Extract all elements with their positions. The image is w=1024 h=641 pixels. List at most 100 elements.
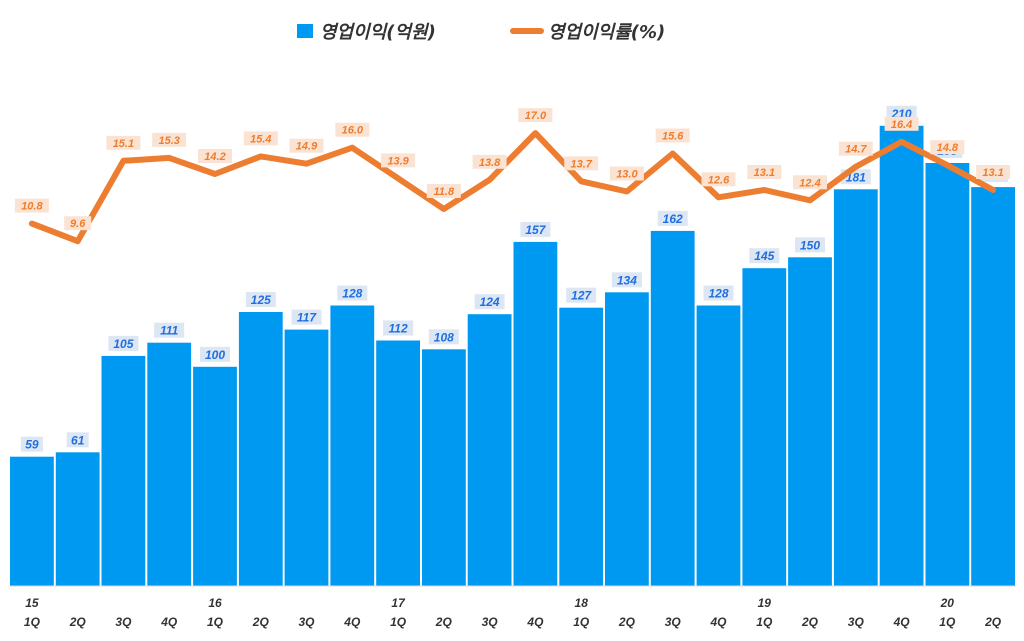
line-value-label: 15.6: [662, 131, 684, 143]
bar-value-label: 127: [571, 289, 592, 303]
bar-value-label-bg: [154, 322, 185, 338]
legend: 영업이익(억원) 영업이익률(%): [297, 22, 665, 43]
line-value-label-bg: [747, 165, 782, 179]
bar-value-label-bg: [474, 294, 505, 310]
line-value-label-bg: [884, 116, 919, 131]
bar-value-label-bg: [703, 285, 734, 301]
bar-value-label: 134: [617, 273, 637, 287]
line-value-label-bg: [838, 141, 873, 156]
line-value-label-bg: [289, 138, 324, 153]
line-value-label: 12.4: [799, 177, 820, 189]
bar-value-label-bg: [520, 221, 551, 237]
legend-bar-swatch: [297, 24, 313, 38]
line-value-label: 9.6: [70, 218, 86, 230]
line-value-label: 13.1: [982, 167, 1003, 179]
line-value-label-bg: [106, 135, 141, 150]
line-value-label-bg: [198, 149, 232, 163]
tick-label-year: 20: [940, 596, 955, 610]
legend-bar-label: 영업이익(억원): [320, 22, 436, 43]
bar-value-label: 111: [160, 324, 179, 338]
bar-value-label: 125: [251, 293, 271, 307]
line-value-label: 16.4: [891, 119, 912, 131]
line-value-label-bg: [64, 216, 92, 231]
line-value-label: 13.7: [570, 158, 592, 170]
tick-label-quarter: 4Q: [893, 615, 911, 629]
bar-value-label: 157: [525, 223, 546, 237]
bar-value-label: 59: [25, 438, 39, 452]
bar-value-label: 124: [480, 295, 500, 309]
bar: [879, 125, 924, 587]
bar: [559, 307, 604, 586]
line-value-label: 15.4: [250, 133, 271, 145]
bar-value-label: 162: [663, 212, 683, 226]
bar-value-label: 117: [297, 311, 317, 325]
bar-value-label-bg: [20, 436, 43, 452]
line-value-label: 11.8: [434, 186, 455, 198]
line-series: [28, 130, 997, 245]
bar-series: [10, 125, 1015, 587]
line-value-label: 16.0: [342, 125, 364, 137]
bar-value-label: 128: [342, 287, 362, 301]
bar: [467, 314, 512, 586]
bar: [284, 329, 329, 586]
bar-value-label-bg: [566, 287, 597, 303]
bar-value-label-bg: [337, 285, 368, 301]
bar: [925, 163, 970, 586]
line-value-label: 14.9: [296, 141, 318, 153]
tick-label-year: 17: [391, 596, 406, 610]
line-value-label: 12.6: [708, 174, 730, 186]
bar-value-label: 150: [800, 238, 820, 252]
line-value-label-bg: [930, 140, 965, 155]
line-value-label-bg: [976, 165, 1011, 179]
line-value-label: 10.8: [21, 201, 43, 213]
tick-label-quarter: 2Q: [984, 615, 1002, 629]
bar-value-label-bg: [428, 329, 459, 345]
bar-value-label: 61: [71, 433, 85, 447]
bar: [696, 305, 741, 586]
line-value-label: 15.1: [113, 138, 134, 150]
bar: [101, 355, 146, 586]
bar: [193, 366, 237, 586]
bar-value-label-bg: [66, 432, 89, 448]
tick-label-year: 15: [25, 596, 39, 610]
tick-label-quarter: 4Q: [160, 615, 178, 629]
tick-label-quarter: 1Q: [939, 615, 956, 629]
tick-label-quarter: 4Q: [526, 615, 544, 629]
bar: [742, 268, 787, 586]
line-value-label-bg: [152, 132, 187, 147]
tick-label-quarter: 2Q: [435, 615, 453, 629]
bar-value-label-bg: [611, 272, 642, 288]
tick-label-quarter: 3Q: [298, 615, 315, 629]
line-value-label: 14.7: [845, 144, 867, 156]
bar-value-label: 100: [205, 348, 225, 362]
line-value-label-bg: [655, 128, 690, 143]
bar-value-label-bg: [383, 320, 414, 336]
tick-label-quarter: 3Q: [115, 615, 132, 629]
bar-value-label: 128: [708, 287, 728, 301]
bar-value-label: 108: [434, 330, 454, 344]
line-value-label: 13.9: [387, 155, 409, 167]
line-value-label: 13.8: [479, 157, 501, 169]
bar: [650, 230, 695, 586]
line-value-label: 14.2: [204, 151, 225, 163]
tick-label-quarter: 1Q: [573, 615, 590, 629]
tick-label-quarter: 3Q: [482, 615, 499, 629]
bar: [10, 456, 54, 586]
bar-value-label: 145: [754, 249, 774, 263]
tick-label-quarter: 1Q: [756, 615, 773, 629]
bar: [971, 187, 1015, 586]
tick-label-quarter: 3Q: [848, 615, 865, 629]
bar: [376, 340, 420, 586]
tick-label-quarter: 2Q: [618, 615, 636, 629]
tick-label-year: 18: [575, 596, 589, 610]
line-value-labels: 10.8 9.6 15.1 15.3 14.2 15.4 14.9 16.0 13.9 11.8 1…: [14, 108, 1011, 231]
tick-label-quarter: 3Q: [665, 615, 682, 629]
bar: [330, 305, 375, 586]
bar: [422, 349, 466, 586]
bar: [513, 241, 558, 586]
line-value-label-bg: [243, 131, 278, 146]
line-value-label-bg: [14, 198, 49, 213]
line-value-label-bg: [472, 154, 507, 169]
bar-value-label-bg: [749, 248, 780, 264]
